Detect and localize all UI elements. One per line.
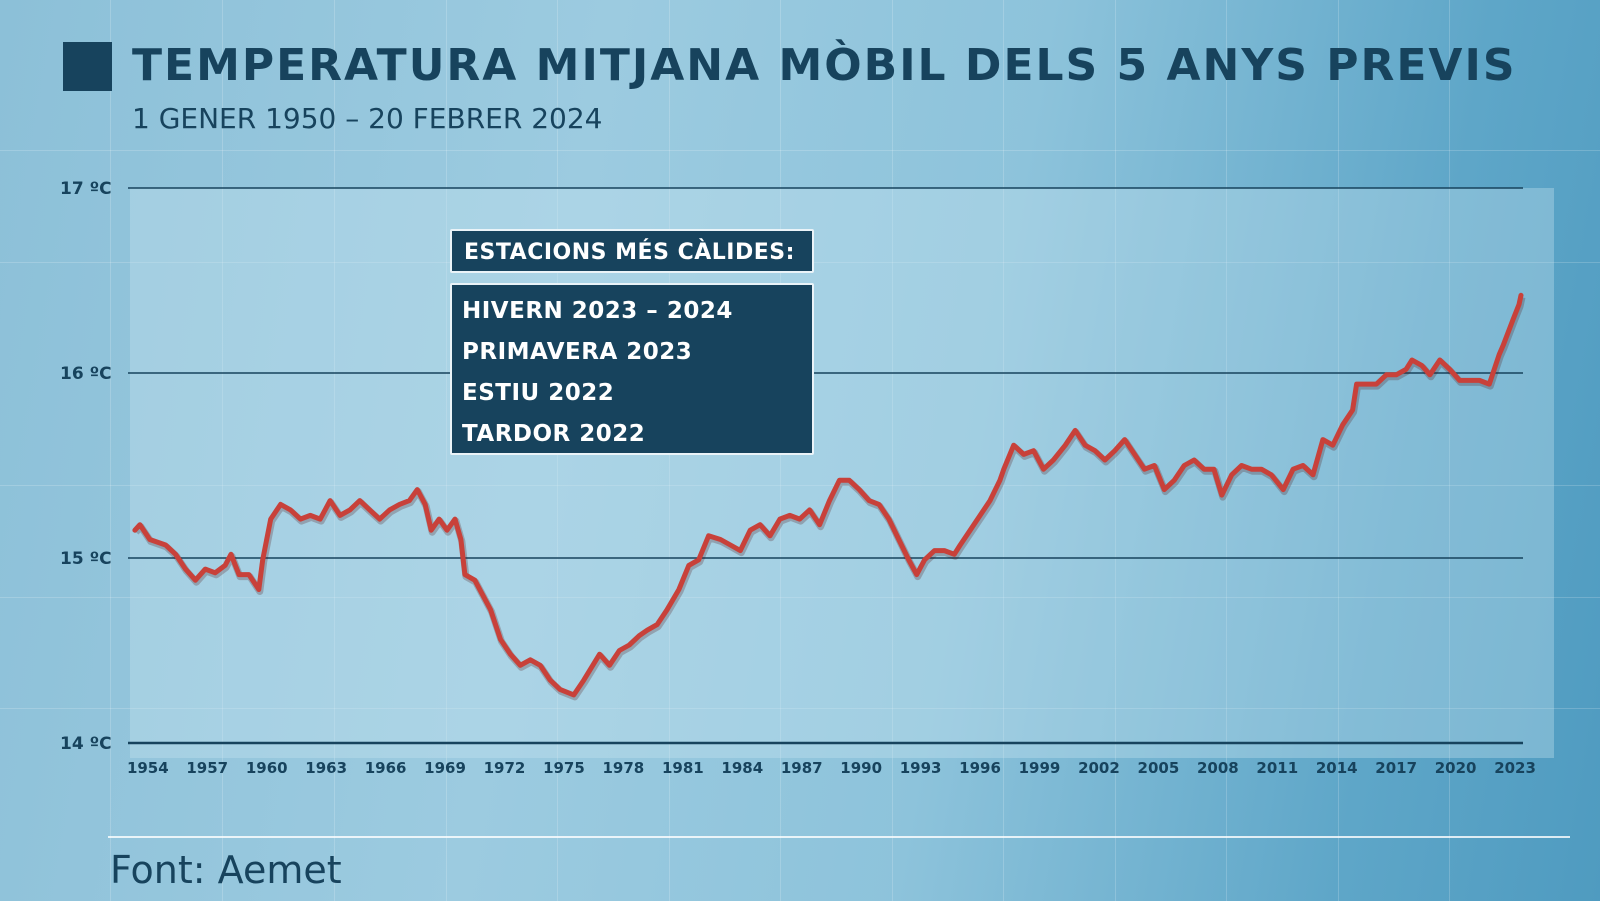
x-tick-label: 2005 [1138,759,1180,777]
legend-item: PRIMAVERA 2023 [462,339,693,365]
x-tick-label: 1990 [840,759,882,777]
x-tick-label: 1984 [721,759,763,777]
source-label: Font: Aemet [110,848,342,892]
x-tick-label: 1987 [781,759,823,777]
series-line [132,292,1524,698]
x-tick-label: 2011 [1256,759,1298,777]
footer-divider [108,836,1570,838]
legend-box: HIVERN 2023 – 2024 PRIMAVERA 2023 ESTIU … [450,283,814,455]
x-tick-label: 1960 [246,759,288,777]
y-tick-label: 16 ºC [60,364,112,384]
y-tick-label: 17 ºC [60,179,112,199]
x-tick-label: 2020 [1435,759,1477,777]
chart-title: TEMPERATURA MITJANA MÒBIL DELS 5 ANYS PR… [132,40,1517,91]
x-tick-label: 1966 [365,759,407,777]
x-tick-label: 1999 [1019,759,1061,777]
x-tick-label: 1969 [424,759,466,777]
legend-item: TARDOR 2022 [462,421,646,447]
legend-item: HIVERN 2023 – 2024 [462,298,733,324]
x-tick-label: 1996 [959,759,1001,777]
y-tick-label: 15 ºC [60,549,112,569]
legend-heading: ESTACIONS MÉS CÀLIDES: [450,229,814,273]
plot-area [130,188,1554,758]
x-tick-label: 1981 [662,759,704,777]
x-tick-label: 1957 [186,759,228,777]
y-tick-label: 14 ºC [60,734,112,754]
x-tick-label: 1972 [484,759,526,777]
x-tick-label: 1993 [900,759,942,777]
x-tick-label: 1978 [603,759,645,777]
x-tick-label: 2008 [1197,759,1239,777]
title-square-icon [63,42,112,91]
x-tick-label: 2023 [1494,759,1536,777]
legend-item: ESTIU 2022 [462,380,615,406]
x-tick-label: 1963 [305,759,347,777]
x-tick-label: 2014 [1316,759,1358,777]
x-tick-label: 1975 [543,759,585,777]
x-tick-label: 1954 [127,759,169,777]
x-tick-label: 2002 [1078,759,1120,777]
x-tick-label: 2017 [1375,759,1417,777]
chart-subtitle: 1 GENER 1950 – 20 FEBRER 2024 [132,102,603,135]
